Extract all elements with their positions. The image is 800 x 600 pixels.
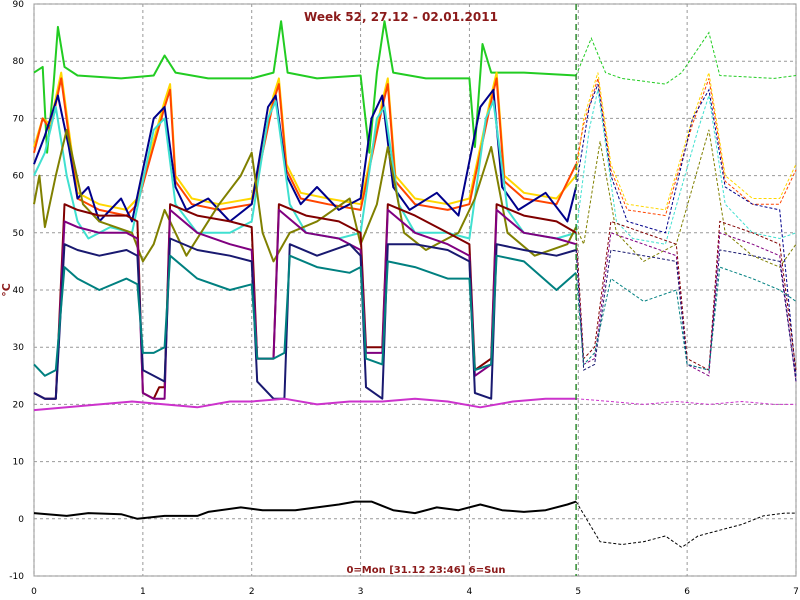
series-forecast-4 [575,89,797,245]
series-forecast-10 [576,398,796,405]
series-forecast-11 [575,501,796,549]
series-line-4 [33,100,577,240]
series-forecast-2 [575,78,797,217]
series-forecast-3 [575,83,797,376]
y-axis-label: °C [0,283,13,297]
series-line-0 [33,20,577,154]
x-tick-label: 2 [249,587,255,597]
series-forecast-1 [575,72,797,211]
x-tick-label: 6 [684,587,690,597]
y-tick-label: 10 [13,458,25,468]
series-forecast-9 [575,266,797,371]
y-tick-label: 60 [13,172,25,182]
series-line-1 [33,71,577,211]
y-tick-label: 80 [13,57,25,67]
series-forecast-5 [575,129,797,268]
x-tick-label: 3 [358,587,364,597]
y-tick-label: 70 [13,114,25,124]
grid [33,3,797,577]
y-tick-label: 0 [18,515,24,525]
x-tick-label: 1 [140,587,146,597]
series-line-9 [33,254,577,377]
series-line-10 [33,397,577,412]
x-tick-label: 5 [575,587,581,597]
tick-labels: -10 0 10 20 30 40 50 60 70 80 90 0 1 2 3 4 5 6 7 [9,0,799,597]
chart-title: Week 52, 27.12 - 02.01.2011 [304,10,498,24]
series-lines [33,20,797,549]
series-forecast-7 [575,232,797,382]
y-tick-label: 20 [13,400,25,410]
x-tick-label: 7 [793,587,799,597]
series-line-5 [33,128,577,263]
y-tick-label: 40 [13,286,25,296]
x-tick-label: 0 [31,587,37,597]
y-tick-label: 50 [13,229,25,239]
y-tick-label: 90 [13,0,25,10]
series-forecast-6 [575,220,797,371]
series-line-11 [33,500,577,520]
y-tick-label: -10 [9,572,24,582]
series-forecast-8 [575,249,797,382]
x-tick-label: 4 [467,587,473,597]
x-axis-label: 0=Mon [31.12 23:46] 6=Sun [346,565,505,576]
series-forecast-0 [575,31,797,85]
y-tick-label: 30 [13,343,25,353]
